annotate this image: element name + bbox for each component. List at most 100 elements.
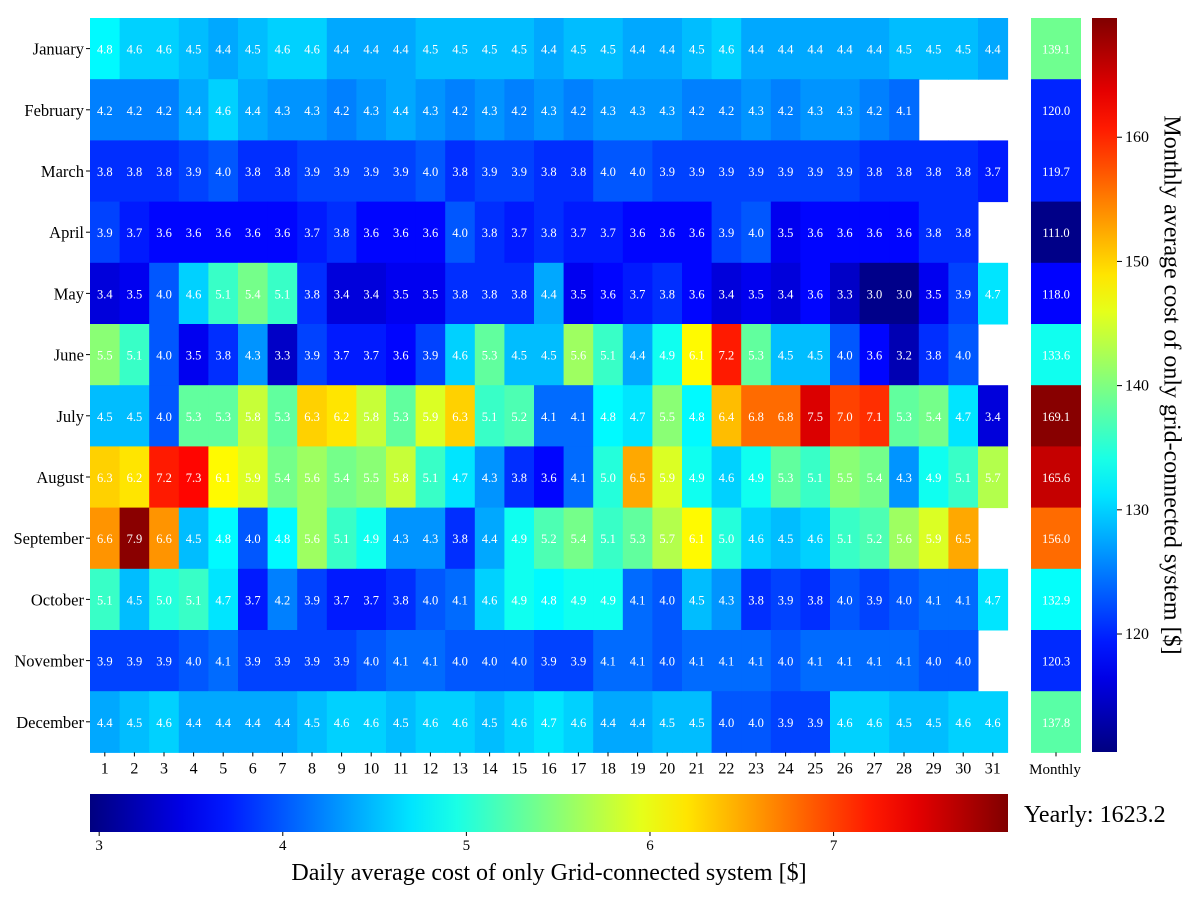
heatmap-cell	[208, 446, 239, 509]
heatmap-cell	[534, 446, 565, 509]
cell-value-label: 4.9	[926, 471, 942, 485]
cell-value-label: 7.5	[807, 410, 823, 424]
monthly-cell	[1031, 324, 1081, 386]
cell-value-label: 4.0	[837, 349, 853, 363]
heatmap-cell	[593, 385, 624, 447]
heatmap-cell	[534, 385, 565, 447]
cell-value-label: 3.6	[156, 226, 172, 240]
cell-value-label: 5.4	[571, 532, 587, 546]
cell-value-label: 4.1	[896, 655, 912, 669]
cell-value-label: 4.1	[571, 471, 587, 485]
cell-value-label: 4.3	[600, 104, 616, 118]
cell-value-label: 5.0	[719, 532, 735, 546]
heatmap-cell	[534, 630, 565, 692]
heatmap-cell	[119, 507, 150, 570]
cell-value-label: 3.6	[867, 226, 883, 240]
heatmap-cell	[297, 18, 328, 80]
heatmap-cell	[889, 507, 920, 570]
heatmap-cell	[474, 630, 505, 692]
heatmap-cell	[741, 568, 772, 631]
cell-value-label: 3.6	[275, 226, 291, 240]
heatmap-cell	[356, 79, 387, 141]
cell-value-label: 4.5	[482, 43, 498, 57]
heatmap-cell	[593, 568, 624, 631]
daily-colorbar-tick-label: 7	[830, 838, 838, 854]
heatmap-cell	[238, 18, 269, 80]
heatmap-cell	[238, 691, 269, 753]
cell-value-label: 4.5	[896, 716, 912, 730]
cell-value-label: 3.6	[245, 226, 261, 240]
cell-value-label: 4.9	[659, 349, 675, 363]
cell-value-label: 5.3	[275, 410, 291, 424]
heatmap-cell	[297, 385, 328, 447]
heatmap-cell	[356, 630, 387, 692]
cell-value-label: 4.5	[393, 716, 409, 730]
heatmap-cell	[593, 324, 624, 386]
heatmap-cell	[711, 140, 742, 203]
heatmap-cell	[859, 324, 890, 386]
cell-value-label: 4.3	[393, 532, 409, 546]
monthly-colorbar-tick-label: 130	[1125, 502, 1149, 519]
heatmap-cell	[800, 79, 831, 141]
cell-value-label: 4.3	[748, 104, 764, 118]
month-label: December	[16, 713, 84, 732]
heatmap-cell	[741, 18, 772, 80]
day-tick-label: 3	[160, 760, 168, 777]
cell-value-label: 4.7	[215, 593, 231, 607]
heatmap-cell	[770, 324, 801, 386]
cell-value-label: 4.2	[127, 104, 143, 118]
cell-value-label: 3.8	[482, 226, 498, 240]
cell-value-label: 5.2	[511, 410, 527, 424]
cell-value-label: 3.8	[541, 226, 557, 240]
cell-value-label: 3.6	[215, 226, 231, 240]
cell-value-label: 4.3	[807, 104, 823, 118]
heatmap-cell	[622, 262, 653, 325]
cell-value-label: 3.8	[127, 165, 143, 179]
heatmap-cell	[178, 79, 209, 141]
heatmap-cell	[445, 507, 476, 570]
heatmap-cell	[770, 262, 801, 325]
heatmap-cell	[415, 507, 446, 570]
heatmap-cell	[90, 79, 121, 141]
cell-value-label: 6.5	[630, 471, 646, 485]
cell-value-label: 3.8	[659, 287, 675, 301]
cell-value-label: 4.7	[985, 287, 1001, 301]
cell-value-label: 4.3	[245, 349, 261, 363]
heatmap-cell	[978, 385, 1009, 447]
cell-value-label: 5.1	[482, 410, 498, 424]
cell-value-label: 3.8	[452, 532, 468, 546]
heatmap-cell	[563, 446, 594, 509]
heatmap-cell	[297, 568, 328, 631]
heatmap-cell	[830, 630, 861, 692]
heatmap-cell	[445, 324, 476, 386]
cell-value-label: 6.6	[97, 532, 113, 546]
heatmap-cell	[267, 262, 298, 325]
cell-value-label: 5.4	[334, 471, 350, 485]
heatmap-cell	[119, 18, 150, 80]
cell-value-label: 3.8	[215, 349, 231, 363]
cell-value-label: 4.5	[778, 532, 794, 546]
cell-value-label: 4.4	[186, 104, 202, 118]
heatmap-cell	[504, 568, 535, 631]
heatmap-cell	[238, 201, 269, 264]
cell-value-label: 3.8	[511, 287, 527, 301]
cell-value-label: 4.5	[926, 43, 942, 57]
cell-value-label: 3.9	[334, 165, 350, 179]
heatmap-cell	[238, 446, 269, 509]
heatmap-cell	[652, 140, 683, 203]
cell-value-label: 3.9	[275, 655, 291, 669]
cell-value-label: 3.9	[245, 655, 261, 669]
cell-value-label: 4.1	[689, 655, 705, 669]
heatmap-cell	[652, 385, 683, 447]
heatmap-cell	[504, 446, 535, 509]
monthly-value-label: 120.0	[1042, 104, 1070, 118]
cell-value-label: 3.8	[452, 287, 468, 301]
heatmap-cell	[90, 18, 121, 80]
heatmap-cell	[267, 201, 298, 264]
heatmap-cell	[918, 691, 949, 753]
cell-value-label: 6.1	[215, 471, 231, 485]
cell-value-label: 3.3	[837, 287, 853, 301]
month-label: July	[56, 407, 84, 426]
heatmap-cell	[386, 630, 417, 692]
monthly-value-label: 133.6	[1042, 349, 1070, 363]
